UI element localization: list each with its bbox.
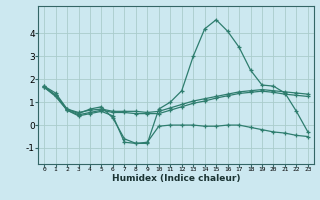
X-axis label: Humidex (Indice chaleur): Humidex (Indice chaleur) [112,174,240,183]
